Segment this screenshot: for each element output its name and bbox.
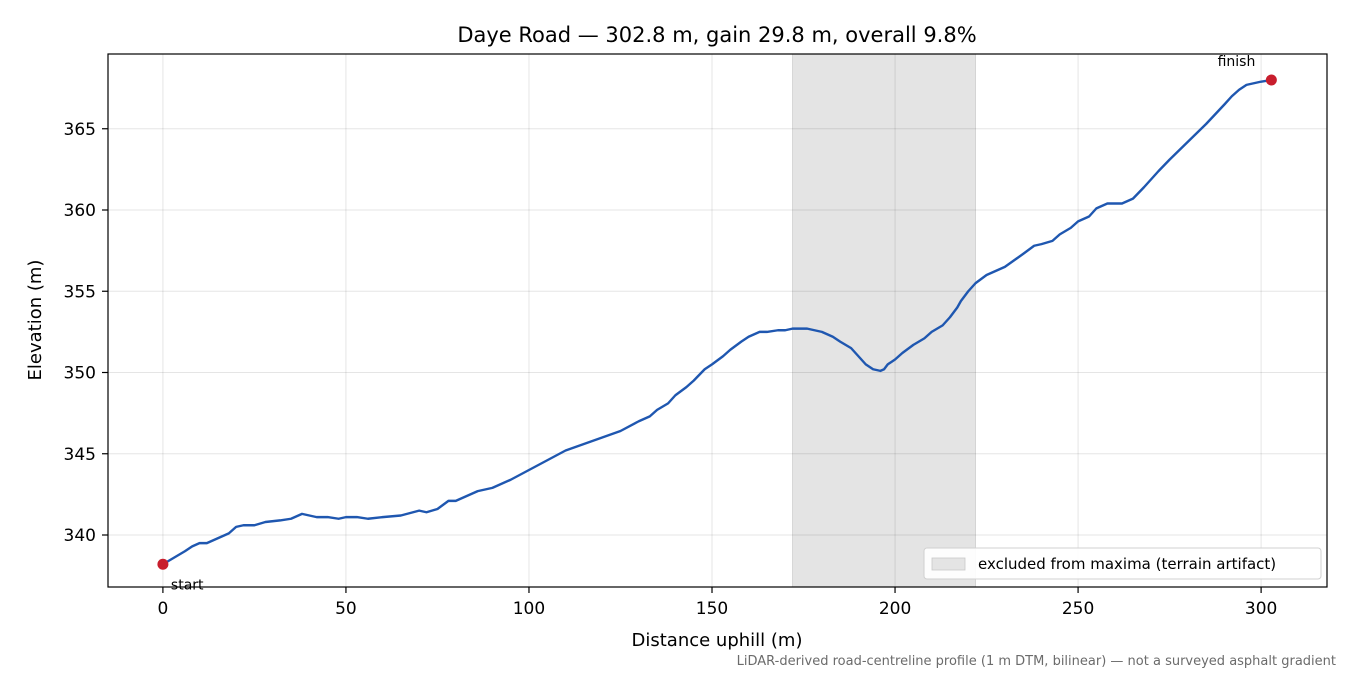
start-label: start xyxy=(171,577,204,593)
chart-title: Daye Road — 302.8 m, gain 29.8 m, overal… xyxy=(457,23,976,47)
x-tick-label: 50 xyxy=(335,599,357,619)
x-axis-title: Distance uphill (m) xyxy=(632,630,803,651)
y-tick-label: 350 xyxy=(64,364,96,384)
footnote: LiDAR-derived road-centreline profile (1… xyxy=(737,654,1336,669)
x-tick-label: 150 xyxy=(696,599,728,619)
legend-box xyxy=(923,547,1322,580)
start-marker xyxy=(157,558,169,570)
x-tick-label: 0 xyxy=(157,599,168,619)
x-tick-label: 200 xyxy=(879,599,911,619)
finish-marker xyxy=(1265,74,1277,86)
y-tick-label: 355 xyxy=(64,282,96,302)
elevation-line xyxy=(161,78,1273,566)
legend-swatch xyxy=(931,557,966,571)
legend-label: excluded from maxima (terrain artifact) xyxy=(978,555,1276,573)
x-tick-label: 100 xyxy=(513,599,545,619)
finish-label: finish xyxy=(1218,54,1256,70)
plot-area: start finish 0 50 100 150 200 250 300 340 345 350 35… xyxy=(64,53,1328,619)
y-tick-label: 365 xyxy=(64,120,96,140)
axes-frame xyxy=(107,53,1328,588)
x-tick-label: 250 xyxy=(1062,599,1094,619)
y-tick-label: 360 xyxy=(64,201,96,221)
legend: excluded from maxima (terrain artifact) xyxy=(923,547,1322,580)
x-tick-label: 300 xyxy=(1245,599,1277,619)
y-axis-title: Elevation (m) xyxy=(25,260,46,381)
y-tick-label: 340 xyxy=(64,526,96,546)
excluded-region xyxy=(792,53,976,588)
y-tick-label: 345 xyxy=(64,445,96,465)
